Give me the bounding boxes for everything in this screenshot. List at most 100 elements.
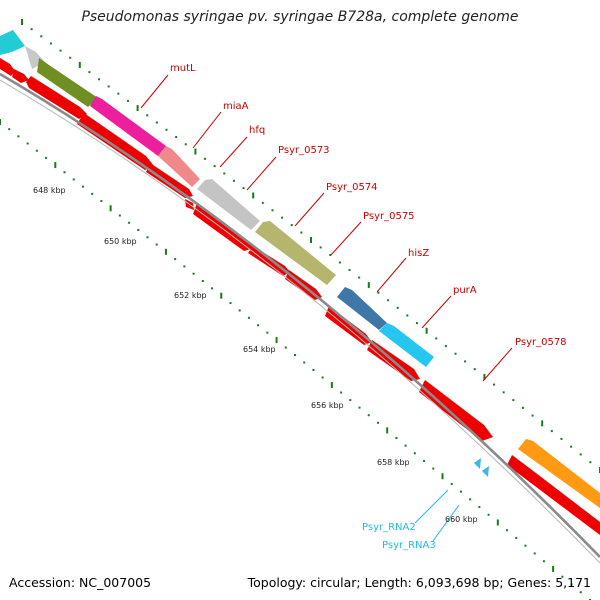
minor-tick [377,422,379,424]
feature-track [0,30,600,508]
leader-line [483,348,512,381]
minor-tick [175,136,177,138]
major-tick [220,293,222,299]
feature-teal [0,30,25,55]
minor-tick [522,407,524,409]
minor-tick [478,506,480,508]
minor-tick [524,545,526,547]
minor-tick [303,361,305,363]
minor-tick [397,307,399,309]
minor-tick [580,453,582,455]
major-tick [442,473,444,479]
minor-tick [493,384,495,386]
minor-tick [506,529,508,531]
label-leaders [141,75,512,381]
minor-tick [512,399,514,401]
gene-label-mutL: mutL [170,63,196,74]
minor-tick [229,302,231,304]
minor-tick [156,244,158,246]
minor-tick [359,407,361,409]
tick-dot-tracks [0,19,600,600]
minor-tick [320,246,322,248]
minor-tick [551,430,553,432]
minor-tick [36,150,38,152]
minor-tick [377,292,379,294]
minor-tick [69,57,71,59]
minor-tick [580,591,582,593]
genome-map: mutL miaA hfq Psyr_0573 Psyr_0574 Psyr_0… [0,0,600,600]
tick-label: 652 kbp [174,291,207,300]
minor-tick [281,217,283,219]
rna-label-psyr-rna2: Psyr_RNA2 [362,522,416,533]
leader-line [415,490,448,523]
rna-label-psyr-rna3: Psyr_RNA3 [382,540,436,551]
minor-tick [358,277,360,279]
minor-tick [82,186,84,188]
minor-tick [322,376,324,378]
minor-tick [451,483,453,485]
minor-tick [460,491,462,493]
minor-tick [243,187,245,189]
minor-tick [291,224,293,226]
minor-tick [368,414,370,416]
gene-label-miaA: miaA [223,101,249,112]
minor-tick [64,171,66,173]
minor-tick [349,399,351,401]
minor-tick [50,42,52,44]
minor-tick [223,172,225,174]
tick-label: 658 kbp [377,458,410,467]
minor-tick [239,309,241,311]
minor-tick [211,287,213,289]
cds-arrow [0,58,15,76]
leader-line [422,296,451,328]
minor-tick [534,552,536,554]
gene-label-psyr-0573: Psyr_0573 [278,145,330,156]
genome-summary-text: Topology: circular; Length: 6,093,698 bp… [248,575,591,590]
rna-labels: Psyr_RNA2 Psyr_RNA3 [362,522,436,551]
major-tick [386,427,388,433]
gene-label-psyr-0578: Psyr_0578 [515,337,567,348]
minor-tick [248,317,250,319]
major-tick [310,237,312,243]
minor-tick [88,71,90,73]
gene-label-psyr-0575: Psyr_0575 [363,211,415,222]
map-title: Pseudomonas syringae pv. syringae B728a,… [0,9,600,25]
minor-tick [423,460,425,462]
minor-tick [435,337,437,339]
minor-tick [174,258,176,260]
major-tick [331,382,333,388]
minor-tick [98,78,100,80]
major-tick [165,249,167,255]
major-tick [137,105,139,111]
tick-label: 654 kbp [243,345,276,354]
minor-tick [204,158,206,160]
minor-tick [432,468,434,470]
tick-label: 650 kbp [104,237,137,246]
minor-tick [349,269,351,271]
minor-tick [266,332,268,334]
minor-tick [469,498,471,500]
minor-tick [532,415,534,417]
minor-tick [128,222,130,224]
gene-label-pura: purA [453,285,477,296]
leader-line [220,137,247,167]
minor-tick [405,445,407,447]
minor-tick [406,314,408,316]
minor-tick [233,180,235,182]
minor-tick [17,135,19,137]
minor-tick [146,114,148,116]
minor-tick [589,461,591,463]
leader-line [247,157,276,190]
minor-tick [100,200,102,202]
minor-tick [474,368,476,370]
minor-tick [271,209,273,211]
gene-label-hisz: hisZ [408,248,429,259]
tick-label: 656 kbp [311,401,344,410]
major-tick [0,119,1,125]
major-tick [54,162,56,168]
minor-tick [185,143,187,145]
minor-tick [108,85,110,87]
leader-line [331,222,361,255]
minor-tick [40,35,42,37]
minor-tick [340,392,342,394]
